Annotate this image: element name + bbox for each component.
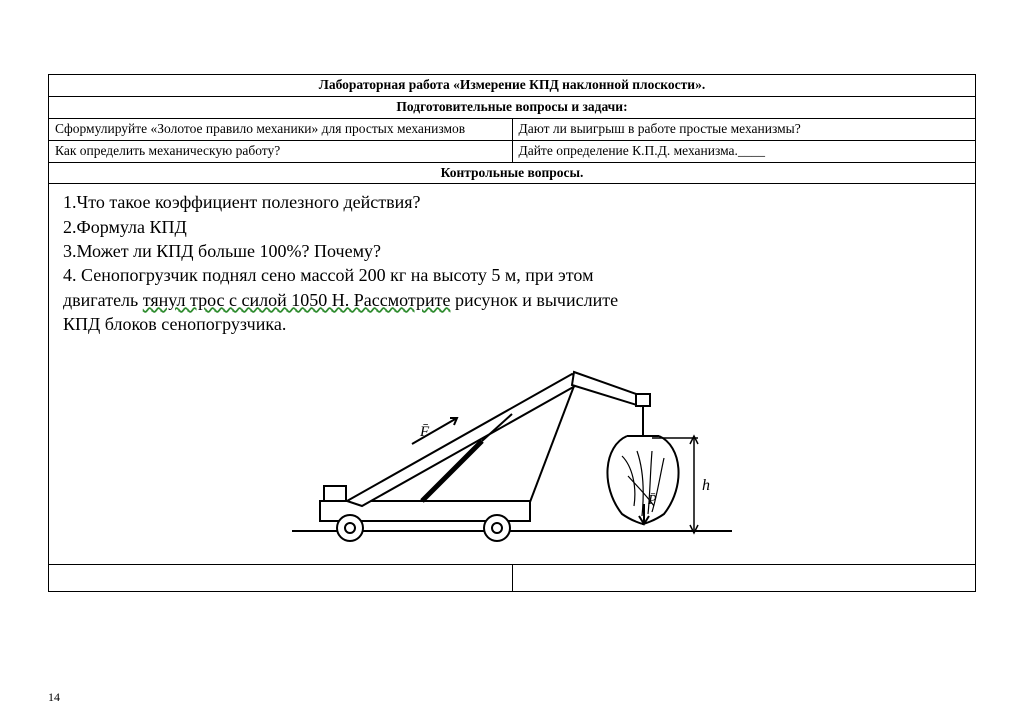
q4-line2-a: двигатель [63,290,143,310]
prep-q1-left-text: Сформулируйте «Золотое правило механики»… [55,121,465,136]
empty-left [49,565,513,592]
q4-line2-c: рисунок и вычислите [450,290,618,310]
label-P: P̄ [647,493,657,508]
page-number: 14 [48,690,60,705]
prep-q2-right-a: Дайте определение К.П.Д. механизма. [519,143,738,158]
label-F: F̄ [419,424,430,440]
prep-q2-left: Как определить механическую работу? [49,140,513,162]
hay-loader-diagram: F̄ P̄ h [292,346,732,546]
prep-q1-left: Сформулируйте «Золотое правило механики»… [49,118,513,140]
control-header-text: Контрольные вопросы. [441,165,584,180]
prep-q1-right-text: Дают ли выигрыш в работе простые механиз… [519,121,801,136]
prep-q1-right: Дают ли выигрыш в работе простые механиз… [512,118,976,140]
prep-q2-right-blank: ____ [738,143,765,158]
q2: 2.Формула КПД [63,215,961,239]
title-text: Лабораторная работа «Измерение КПД накло… [319,77,705,92]
title-cell: Лабораторная работа «Измерение КПД накло… [49,75,976,97]
q4-line3: КПД блоков сенопогрузчика. [63,312,961,336]
content-cell: 1.Что такое коэффициент полезного действ… [49,184,976,565]
prep-header-text: Подготовительные вопросы и задачи: [396,99,627,114]
prep-q2-left-text: Как определить механическую работу? [55,143,280,158]
q4-line2-wave: тянул трос с силой 1050 Н. Рассмотрите [143,290,451,310]
empty-right [512,565,976,592]
label-h: h [702,477,710,494]
q3: 3.Может ли КПД больше 100%? Почему? [63,239,961,263]
worksheet-table: Лабораторная работа «Измерение КПД накло… [48,74,976,592]
control-header: Контрольные вопросы. [49,162,976,184]
content-body: 1.Что такое коэффициент полезного действ… [63,190,961,552]
prep-header: Подготовительные вопросы и задачи: [49,96,976,118]
q4-line1: 4. Сенопогрузчик поднял сено массой 200 … [63,263,961,287]
q4-line2: двигатель тянул трос с силой 1050 Н. Рас… [63,288,961,312]
diagram-wrap: F̄ P̄ h [63,346,961,552]
prep-q2-right: Дайте определение К.П.Д. механизма.____ [512,140,976,162]
q1: 1.Что такое коэффициент полезного действ… [63,190,961,214]
